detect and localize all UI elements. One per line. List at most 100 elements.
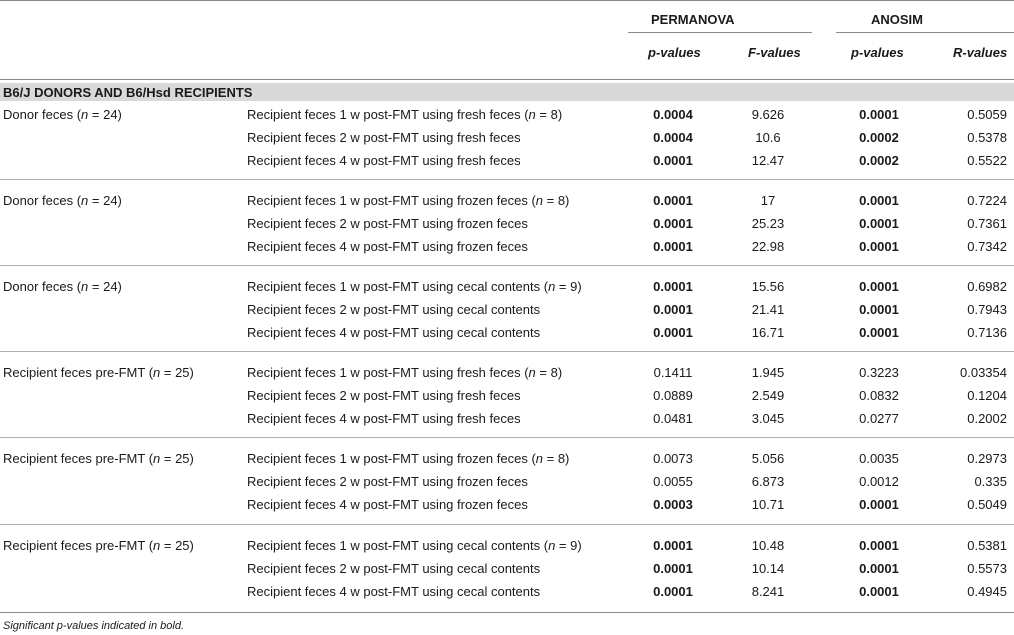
row-comparison: Recipient feces 4 w post-FMT using fresh… [247,411,521,426]
f-value: 15.56 [751,279,785,294]
f-value: 21.41 [751,302,785,317]
permanova-underline [628,32,812,33]
r-value: 0.7943 [967,302,1007,317]
anosim-underline [836,32,1014,33]
permanova-p-value: 0.0001 [653,561,693,576]
anosim-p-value: 0.0001 [859,497,899,512]
row-comparison: Recipient feces 1 w post-FMT using fresh… [247,365,563,380]
anosim-p-value: 0.0001 [859,584,899,599]
r-value: 0.7136 [967,325,1007,340]
r-value: 0.6982 [967,279,1007,294]
row-comparison: Recipient feces 1 w post-FMT using froze… [247,193,570,208]
header-anosim-p: p-values [851,45,904,60]
r-value: 0.5059 [967,107,1007,122]
row-comparison: Recipient feces 2 w post-FMT using fresh… [247,130,521,145]
f-value: 6.873 [751,474,785,489]
r-value: 0.5522 [967,153,1007,168]
anosim-p-value: 0.0832 [859,388,899,403]
row-comparison: Recipient feces 4 w post-FMT using cecal… [247,584,541,599]
f-value: 10.71 [751,497,785,512]
permanova-p-value: 0.0003 [653,497,693,512]
footnote: Significant p-values indicated in bold. [3,620,185,632]
group-divider [0,351,1014,352]
row-comparison: Recipient feces 1 w post-FMT using froze… [247,451,570,466]
row-comparison: Recipient feces 1 w post-FMT using cecal… [247,538,582,553]
anosim-p-value: 0.0001 [859,302,899,317]
group-divider [0,524,1014,525]
f-value: 3.045 [751,411,785,426]
f-value: 5.056 [751,451,785,466]
permanova-p-value: 0.0001 [653,584,693,599]
anosim-p-value: 0.0001 [859,279,899,294]
r-value: 0.1204 [967,388,1007,403]
group-divider [0,179,1014,180]
r-value: 0.5381 [967,538,1007,553]
row-comparison: Recipient feces 1 w post-FMT using fresh… [247,107,563,122]
anosim-p-value: 0.0002 [859,130,899,145]
table-bottom-rule [0,612,1014,613]
f-value: 2.549 [751,388,785,403]
permanova-p-value: 0.0889 [653,388,693,403]
row-comparison: Recipient feces 1 w post-FMT using cecal… [247,279,582,294]
permanova-p-value: 0.0004 [653,107,693,122]
r-value: 0.2973 [967,451,1007,466]
row-comparison: Recipient feces 2 w post-FMT using fresh… [247,388,521,403]
permanova-p-value: 0.0001 [653,538,693,553]
f-value: 10.6 [755,130,781,145]
group-label: Recipient feces pre-FMT (n = 25) [3,365,194,380]
group-label: Recipient feces pre-FMT (n = 25) [3,538,194,553]
row-comparison: Recipient feces 4 w post-FMT using cecal… [247,325,541,340]
r-value: 0.7361 [967,216,1007,231]
f-value: 22.98 [751,239,785,254]
f-value: 12.47 [751,153,785,168]
permanova-p-value: 0.0001 [653,302,693,317]
header-perm-p: p-values [648,45,701,60]
anosim-p-value: 0.0001 [859,325,899,340]
f-value: 17 [760,193,776,208]
f-value: 8.241 [751,584,785,599]
permanova-p-value: 0.0001 [653,216,693,231]
header-bottom-rule [0,79,1014,80]
table-top-rule [0,0,1014,1]
permanova-p-value: 0.0001 [653,193,693,208]
permanova-p-value: 0.1411 [653,365,693,380]
f-value: 1.945 [751,365,785,380]
anosim-p-value: 0.0277 [859,411,899,426]
group-label: Donor feces (n = 24) [3,279,122,294]
permanova-p-value: 0.0004 [653,130,693,145]
f-value: 16.71 [751,325,785,340]
r-value: 0.03354 [960,365,1007,380]
permanova-p-value: 0.0001 [653,279,693,294]
row-comparison: Recipient feces 2 w post-FMT using cecal… [247,302,541,317]
f-value: 25.23 [751,216,785,231]
anosim-p-value: 0.0001 [859,538,899,553]
anosim-p-value: 0.3223 [859,365,899,380]
anosim-p-value: 0.0035 [859,451,899,466]
r-value: 0.7342 [967,239,1007,254]
permanova-p-value: 0.0481 [653,411,693,426]
anosim-p-value: 0.0002 [859,153,899,168]
f-value: 9.626 [751,107,785,122]
group-label: Recipient feces pre-FMT (n = 25) [3,451,194,466]
r-value: 0.5378 [967,130,1007,145]
row-comparison: Recipient feces 2 w post-FMT using cecal… [247,561,541,576]
f-value: 10.48 [751,538,785,553]
r-value: 0.4945 [967,584,1007,599]
row-comparison: Recipient feces 4 w post-FMT using froze… [247,497,528,512]
anosim-p-value: 0.0012 [859,474,899,489]
anosim-p-value: 0.0001 [859,216,899,231]
group-divider [0,437,1014,438]
anosim-p-value: 0.0001 [859,239,899,254]
header-anosim: ANOSIM [871,12,923,27]
f-value: 10.14 [751,561,785,576]
section-title: B6/J DONORS AND B6/Hsd RECIPIENTS [3,85,253,100]
row-comparison: Recipient feces 4 w post-FMT using froze… [247,239,528,254]
r-value: 0.2002 [967,411,1007,426]
header-permanova: PERMANOVA [651,12,735,27]
permanova-p-value: 0.0073 [653,451,693,466]
row-comparison: Recipient feces 2 w post-FMT using froze… [247,216,528,231]
r-value: 0.5573 [967,561,1007,576]
group-divider [0,265,1014,266]
permanova-p-value: 0.0001 [653,239,693,254]
row-comparison: Recipient feces 2 w post-FMT using froze… [247,474,528,489]
